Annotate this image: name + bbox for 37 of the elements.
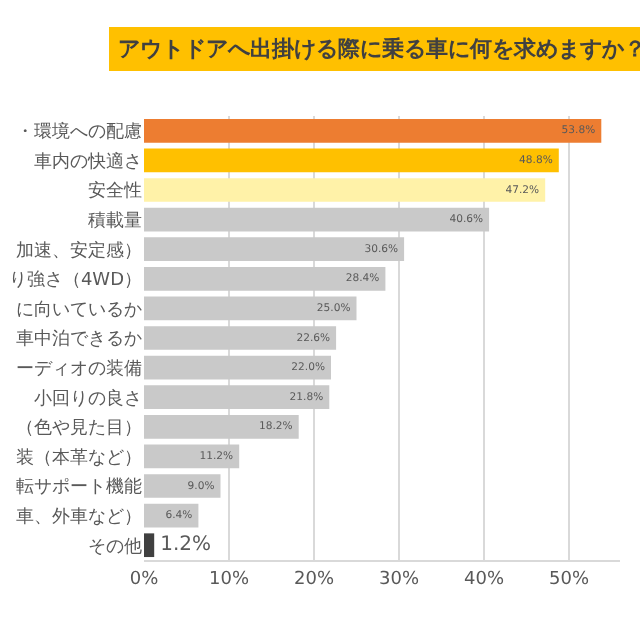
bar bbox=[144, 533, 155, 558]
y-tick-label: に向いているか bbox=[16, 298, 142, 321]
y-tick-label: ーディオの装備 bbox=[16, 357, 142, 380]
bar bbox=[144, 296, 357, 321]
y-tick-label: ・環境への配慮 bbox=[16, 121, 142, 144]
bar bbox=[144, 118, 602, 143]
x-tick-label: 50% bbox=[548, 569, 590, 590]
bar bbox=[144, 474, 221, 498]
bar bbox=[144, 355, 331, 380]
bar bbox=[144, 414, 299, 439]
y-tick-label: 車中泊できるか bbox=[16, 328, 142, 351]
x-tick-label: 30% bbox=[378, 569, 420, 590]
y-tick-label: 転サポート機能 bbox=[16, 476, 142, 499]
x-tick-label: 10% bbox=[208, 569, 250, 590]
y-tick-label: 積載量 bbox=[88, 209, 142, 232]
x-tick-label: 0% bbox=[129, 569, 160, 590]
y-tick-label: 小回りの良さ bbox=[34, 387, 142, 410]
x-tick-label: 20% bbox=[293, 569, 335, 590]
y-tick-label: （色や見た目） bbox=[16, 417, 142, 440]
bar bbox=[144, 207, 490, 232]
y-tick-label: り強さ（4WD） bbox=[8, 269, 142, 292]
x-tick-label: 40% bbox=[463, 569, 505, 590]
y-tick-label: その他 bbox=[88, 535, 142, 558]
y-tick-label: 車内の快適さ bbox=[34, 150, 142, 173]
bar bbox=[144, 148, 559, 173]
data-label: 1.2% bbox=[160, 534, 212, 557]
bar bbox=[144, 326, 337, 350]
chart-title: アウトドアへ出掛ける際に乗る車に何を求めますか？ bbox=[118, 36, 640, 62]
bar bbox=[144, 444, 240, 469]
y-tick-label: 装（本革など） bbox=[16, 446, 142, 469]
y-tick-label: 安全性 bbox=[88, 180, 142, 203]
bar bbox=[144, 178, 546, 202]
y-tick-label: 加速、安定感） bbox=[16, 239, 142, 262]
bar bbox=[144, 237, 405, 262]
bar bbox=[144, 385, 330, 410]
y-tick-label: 車、外車など） bbox=[16, 505, 142, 528]
bar bbox=[144, 266, 386, 291]
